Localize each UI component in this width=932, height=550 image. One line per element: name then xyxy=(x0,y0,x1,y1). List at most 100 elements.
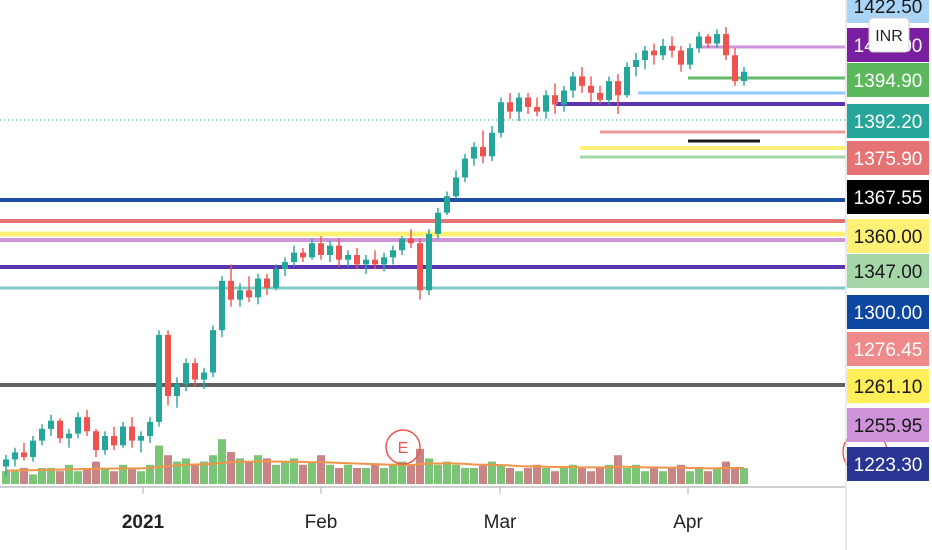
candle-body xyxy=(327,245,333,255)
price-label-box xyxy=(847,63,929,97)
volume-bar xyxy=(236,458,244,484)
candle xyxy=(273,264,279,291)
price-label: 1261.10 xyxy=(847,369,929,403)
volume-bar xyxy=(371,464,379,484)
candle xyxy=(291,245,297,267)
candle-body xyxy=(507,102,513,112)
currency-badge[interactable]: INR xyxy=(868,17,910,53)
volume-bar xyxy=(272,464,280,484)
price-label-box xyxy=(847,408,929,442)
candle-body xyxy=(336,245,342,260)
volume-bar xyxy=(101,468,109,484)
volume-bar xyxy=(362,468,370,484)
candle xyxy=(345,250,351,267)
candle xyxy=(336,238,342,267)
candle xyxy=(111,426,117,451)
candle-body xyxy=(246,290,252,298)
volume-bar xyxy=(659,471,667,484)
volume-bar xyxy=(533,464,541,484)
candle-body xyxy=(552,95,558,105)
candle-body xyxy=(345,255,351,260)
candle-body xyxy=(147,421,153,436)
candle-body xyxy=(723,34,729,56)
candle-body xyxy=(21,452,27,458)
volume-bar xyxy=(119,464,127,484)
candle xyxy=(660,38,666,60)
volume-bar xyxy=(614,455,622,484)
volume-bar xyxy=(218,439,226,484)
volume-bar xyxy=(551,471,559,484)
candle-body xyxy=(417,243,423,291)
candle-body xyxy=(39,428,45,441)
candle-body xyxy=(66,433,72,439)
volume-bar xyxy=(299,464,307,484)
candle-body xyxy=(273,269,279,288)
candle xyxy=(516,92,522,122)
candle xyxy=(543,90,549,119)
candle-body xyxy=(435,212,441,234)
candle xyxy=(354,247,360,270)
candle xyxy=(66,428,72,448)
candle-body xyxy=(543,95,549,112)
volume-bar xyxy=(497,464,505,484)
candle xyxy=(507,92,513,119)
candle-body xyxy=(30,440,36,458)
candle-body xyxy=(372,259,378,265)
candle xyxy=(417,238,423,300)
candle-body xyxy=(579,76,585,86)
candle-body xyxy=(57,420,63,439)
volume-bar xyxy=(560,468,568,484)
candle-body xyxy=(75,417,81,434)
price-label: 1360.00 xyxy=(847,219,929,253)
volume-bar xyxy=(389,464,397,484)
candle xyxy=(183,358,189,392)
price-label-box xyxy=(847,180,929,214)
candle xyxy=(75,412,81,439)
volume-bar xyxy=(686,471,694,484)
candles xyxy=(3,27,747,476)
candle-body xyxy=(399,238,405,251)
price-label: 1422.50 xyxy=(847,0,929,23)
candle-body xyxy=(615,81,621,96)
candle xyxy=(489,125,495,161)
candle-body xyxy=(237,290,243,300)
price-label-box xyxy=(847,254,929,288)
candle-body xyxy=(255,278,261,298)
candle xyxy=(651,43,657,65)
volume-bar xyxy=(29,474,37,484)
volume-bar xyxy=(677,464,685,484)
volume-bar xyxy=(110,471,118,484)
volume-bar xyxy=(281,461,289,484)
price-label: 1375.90 xyxy=(847,141,929,175)
candle xyxy=(192,358,198,387)
volume-bar xyxy=(200,461,208,484)
candle-body xyxy=(156,334,162,422)
candle xyxy=(201,367,207,389)
candle xyxy=(93,428,99,458)
candle-body xyxy=(525,97,531,107)
volume-bar xyxy=(623,468,631,484)
candle-body xyxy=(534,106,540,112)
candle xyxy=(30,435,36,462)
volume-bar xyxy=(227,452,235,484)
price-label-text: 1347.00 xyxy=(854,262,923,283)
candle-body xyxy=(210,330,216,373)
candle xyxy=(165,330,171,406)
candle xyxy=(48,414,54,436)
volume-bar xyxy=(380,468,388,484)
candle xyxy=(174,377,180,408)
price-label: 1223.30 xyxy=(847,447,929,481)
price-label: 1392.20 xyxy=(847,104,929,138)
candle xyxy=(39,424,45,446)
candle-body xyxy=(102,435,108,451)
volume-ma-line xyxy=(6,460,744,472)
candle-body xyxy=(660,45,666,56)
volume-bar xyxy=(245,461,253,484)
candle-body xyxy=(597,92,603,100)
volume-bar xyxy=(146,464,154,484)
candle-body xyxy=(354,255,360,265)
candle xyxy=(498,97,504,138)
candle-body xyxy=(633,59,639,67)
price-label: 1300.00 xyxy=(847,295,929,329)
